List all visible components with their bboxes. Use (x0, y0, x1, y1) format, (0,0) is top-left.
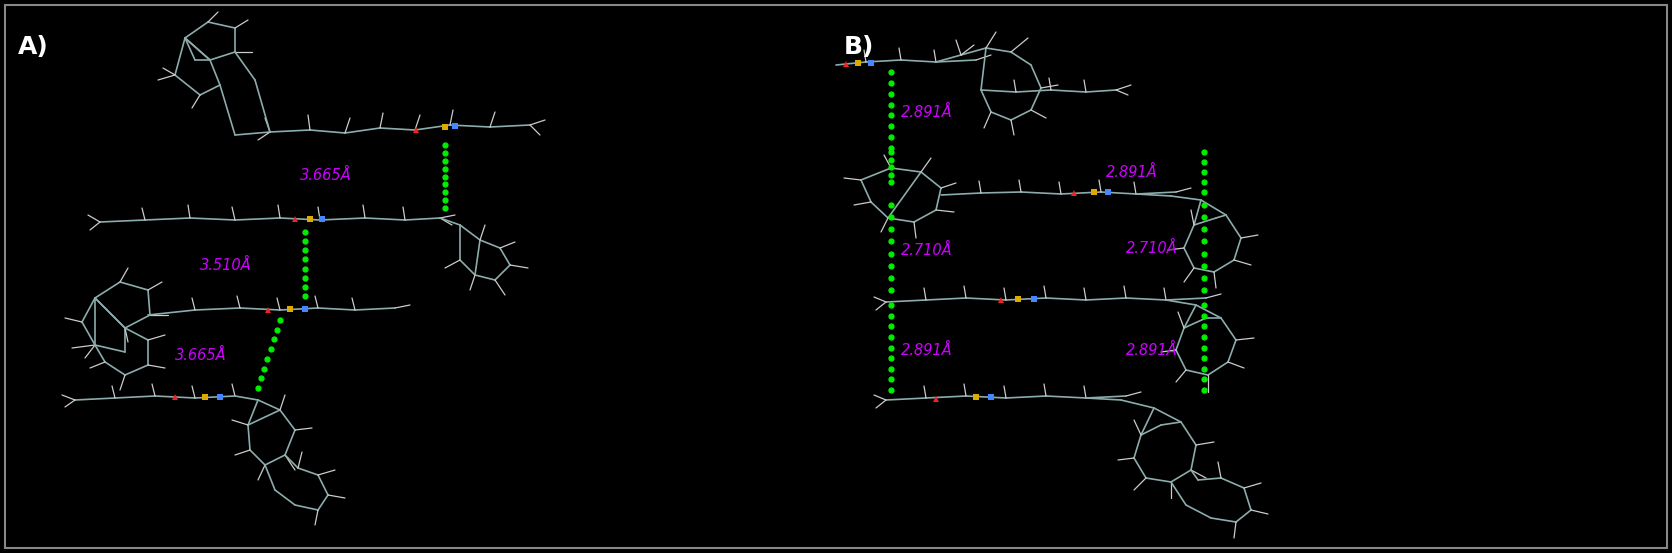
Text: 2.891Å: 2.891Å (901, 105, 953, 119)
Text: 2.891Å: 2.891Å (1105, 164, 1157, 180)
Text: A): A) (18, 35, 48, 59)
Text: B): B) (844, 35, 874, 59)
Text: 3.510Å: 3.510Å (201, 258, 251, 273)
Text: 2.891Å: 2.891Å (901, 342, 953, 357)
Text: 2.710Å: 2.710Å (1125, 241, 1177, 255)
Text: 2.710Å: 2.710Å (901, 243, 953, 258)
Text: 3.665Å: 3.665Å (299, 168, 351, 182)
Text: 2.891Å: 2.891Å (1125, 342, 1177, 357)
Text: 3.665Å: 3.665Å (176, 347, 227, 363)
